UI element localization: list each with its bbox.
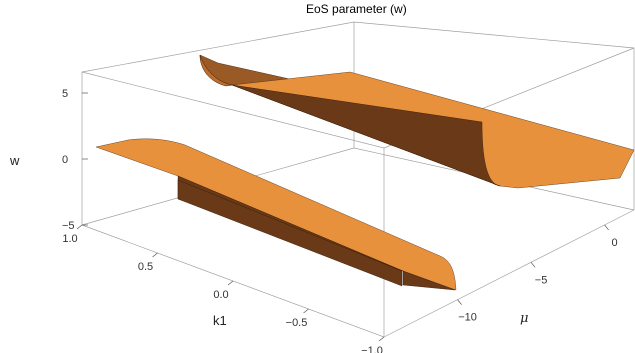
z-axis-label: w	[9, 153, 20, 168]
y-tick-label: −10	[458, 312, 477, 324]
x-tick-mark	[152, 252, 158, 258]
y-tick-mark	[530, 262, 536, 268]
x-tick-label: −1.0	[361, 345, 383, 353]
z-tick-label: −5	[62, 220, 75, 232]
x-axis-label: k1	[213, 313, 227, 328]
lower-branch-shadow	[177, 179, 403, 287]
lower-branch-top-surface	[95, 138, 457, 291]
x-tick-label: 1.0	[62, 233, 77, 245]
x-tick-mark	[303, 308, 309, 314]
x-tick-label: 0.5	[138, 261, 153, 273]
z-axis-ticks: −5 0 5	[62, 88, 88, 232]
x-tick-mark	[378, 336, 385, 342]
x-axis-ticks: 1.0 0.5 0.0 −0.5 −1.0	[62, 224, 385, 353]
y-tick-mark	[457, 299, 462, 305]
x-tick-mark	[227, 280, 234, 286]
upper-branch-drop-wall	[231, 84, 501, 187]
y-axis-label: μ	[520, 311, 528, 326]
z-tick-label: 0	[62, 154, 68, 166]
chart-title: EoS parameter (w)	[306, 2, 407, 16]
y-axis-ticks: −10 −5 0	[457, 224, 618, 324]
y-tick-mark	[604, 224, 609, 231]
surface-upper-branch	[199, 54, 635, 189]
x-tick-mark	[76, 224, 83, 230]
y-tick-label: −5	[535, 274, 548, 286]
x-tick-label: −0.5	[286, 317, 308, 329]
y-tick-label: 0	[612, 237, 618, 249]
x-tick-label: 0.0	[213, 289, 228, 301]
surface-lower-branch	[95, 138, 457, 291]
z-tick-label: 5	[62, 88, 68, 100]
